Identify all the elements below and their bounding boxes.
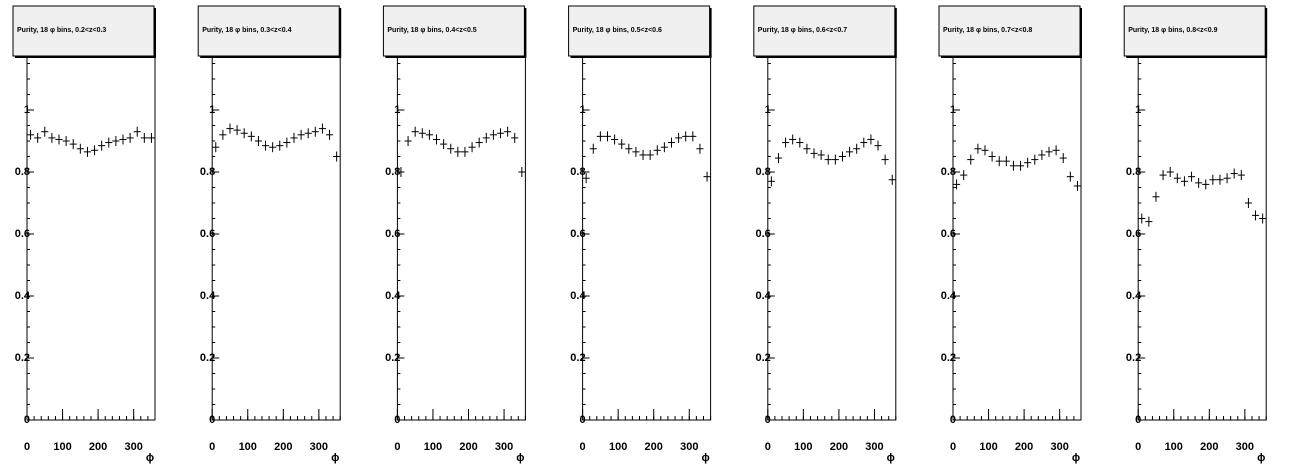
y-tick-label: 1: [950, 104, 956, 116]
y-tick-label: 0.2: [570, 352, 585, 364]
x-tick-label: 200: [645, 441, 663, 453]
x-tick-label: 100: [609, 441, 627, 453]
x-tick-label: 300: [310, 441, 328, 453]
y-tick-label: 1: [1135, 104, 1141, 116]
x-tick-label: 300: [1236, 441, 1254, 453]
y-tick-label: 0.6: [756, 228, 771, 240]
y-tick-label: 0.2: [385, 352, 400, 364]
chart-title: Purity, 18 φ bins, 0.6<z<0.7: [758, 27, 847, 34]
y-tick-label: 0.4: [570, 290, 586, 302]
y-tick-label: 0.6: [570, 228, 585, 240]
frame: [582, 47, 712, 421]
title-box: [753, 5, 896, 57]
x-tick-label: 300: [495, 441, 513, 453]
frame: [211, 47, 341, 421]
x-axis-label: ϕ: [701, 452, 709, 464]
chart-title: Purity, 18 φ bins, 0.3<z<0.4: [202, 27, 291, 34]
y-tick-label: 0.2: [941, 352, 956, 364]
y-tick-label: 0.4: [1126, 290, 1142, 302]
y-tick-label: 1: [765, 104, 771, 116]
frame: [396, 47, 526, 421]
y-tick-label: 0.6: [15, 228, 30, 240]
frame: [1137, 47, 1267, 421]
x-axis-label: ϕ: [1257, 452, 1265, 464]
x-axis-label: ϕ: [887, 452, 895, 464]
x-tick-label: 0: [24, 441, 30, 453]
y-tick-label: 0.2: [200, 352, 215, 364]
y-tick-label: 0.4: [385, 290, 401, 302]
title-box: [197, 5, 340, 57]
chart-title: Purity, 18 φ bins, 0.5<z<0.6: [573, 27, 662, 34]
x-tick-label: 200: [830, 441, 848, 453]
y-tick-label: 0.6: [385, 228, 400, 240]
title-box: [1123, 5, 1266, 57]
x-tick-label: 200: [459, 441, 477, 453]
x-tick-label: 0: [394, 441, 400, 453]
y-tick-label: 1: [24, 104, 30, 116]
title-box: [12, 5, 155, 57]
title-box: [568, 5, 711, 57]
x-tick-label: 300: [865, 441, 883, 453]
frame: [26, 47, 156, 421]
x-axis-label: ϕ: [1072, 452, 1080, 464]
frame: [767, 47, 897, 421]
x-axis-label: ϕ: [516, 452, 524, 464]
y-tick-label: 1: [394, 104, 400, 116]
x-tick-label: 200: [1200, 441, 1218, 453]
x-tick-label: 100: [1165, 441, 1183, 453]
x-tick-label: 0: [950, 441, 956, 453]
y-tick-label: 0.8: [1126, 166, 1141, 178]
y-tick-label: 1: [209, 104, 215, 116]
y-tick-label: 0.8: [756, 166, 771, 178]
x-tick-label: 0: [765, 441, 771, 453]
y-tick-label: 0.8: [15, 166, 30, 178]
x-tick-label: 200: [89, 441, 107, 453]
chart-title: Purity, 18 φ bins, 0.2<z<0.3: [17, 27, 106, 34]
x-tick-label: 100: [53, 441, 71, 453]
y-tick-label: 0.2: [756, 352, 771, 364]
x-tick-label: 0: [209, 441, 215, 453]
title-box: [938, 5, 1081, 57]
chart-title: Purity, 18 φ bins, 0.4<z<0.5: [387, 27, 476, 34]
x-tick-label: 300: [680, 441, 698, 453]
y-tick-label: 0.8: [570, 166, 585, 178]
y-tick-label: 0.4: [941, 290, 957, 302]
y-tick-label: 0.2: [15, 352, 30, 364]
x-tick-label: 100: [794, 441, 812, 453]
x-tick-label: 0: [1135, 441, 1141, 453]
x-tick-label: 100: [424, 441, 442, 453]
y-tick-label: 0.4: [15, 290, 31, 302]
title-box: [382, 5, 525, 57]
chart-title: Purity, 18 φ bins, 0.7<z<0.8: [943, 27, 1032, 34]
y-tick-label: 0.8: [385, 166, 400, 178]
frame: [952, 47, 1082, 421]
x-tick-label: 200: [274, 441, 292, 453]
chart-title: Purity, 18 φ bins, 0.8<z<0.9: [1128, 27, 1217, 34]
y-tick-label: 1: [579, 104, 585, 116]
x-tick-label: 100: [979, 441, 997, 453]
x-tick-label: 100: [239, 441, 257, 453]
y-tick-label: 0.6: [200, 228, 215, 240]
y-tick-label: 0.2: [1126, 352, 1141, 364]
y-tick-label: 0.8: [941, 166, 956, 178]
y-tick-label: 0.4: [200, 290, 216, 302]
x-axis-label: ϕ: [331, 452, 339, 464]
x-axis-label: ϕ: [146, 452, 154, 464]
x-tick-label: 300: [124, 441, 142, 453]
y-tick-label: 0.8: [200, 166, 215, 178]
y-tick-label: 0.6: [941, 228, 956, 240]
x-tick-label: 200: [1015, 441, 1033, 453]
y-tick-label: 0.6: [1126, 228, 1141, 240]
x-tick-label: 300: [1050, 441, 1068, 453]
y-tick-label: 0.4: [756, 290, 772, 302]
x-tick-label: 0: [580, 441, 586, 453]
